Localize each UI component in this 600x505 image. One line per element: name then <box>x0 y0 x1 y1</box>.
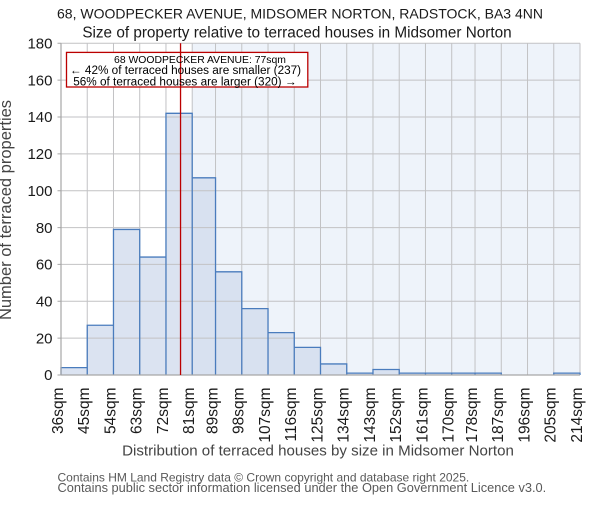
svg-text:72sqm: 72sqm <box>155 388 172 435</box>
svg-text:160: 160 <box>27 72 52 89</box>
svg-text:187sqm: 187sqm <box>490 388 507 443</box>
svg-text:143sqm: 143sqm <box>362 388 379 443</box>
svg-text:170sqm: 170sqm <box>441 388 458 443</box>
svg-text:134sqm: 134sqm <box>336 388 353 443</box>
svg-text:68, WOODPECKER AVENUE, MIDSOME: 68, WOODPECKER AVENUE, MIDSOMER NORTON, … <box>57 6 543 22</box>
svg-text:196sqm: 196sqm <box>516 388 533 443</box>
svg-text:40: 40 <box>36 293 53 310</box>
svg-text:180: 180 <box>27 36 52 53</box>
svg-text:60: 60 <box>36 257 53 274</box>
svg-text:116sqm: 116sqm <box>283 388 300 442</box>
svg-text:Number of terraced properties: Number of terraced properties <box>0 100 15 320</box>
svg-text:80: 80 <box>36 220 53 237</box>
svg-text:Size of property relative to t: Size of property relative to terraced ho… <box>82 25 511 42</box>
svg-text:140: 140 <box>27 109 52 126</box>
svg-text:178sqm: 178sqm <box>464 388 481 443</box>
svg-text:214sqm: 214sqm <box>569 388 586 443</box>
svg-text:45sqm: 45sqm <box>76 388 93 435</box>
svg-text:120: 120 <box>27 146 52 163</box>
svg-text:54sqm: 54sqm <box>102 388 119 435</box>
svg-text:← 42% of terraced houses are s: ← 42% of terraced houses are smaller (23… <box>70 64 301 77</box>
svg-text:81sqm: 81sqm <box>181 388 198 435</box>
svg-text:0: 0 <box>44 367 52 384</box>
svg-text:161sqm: 161sqm <box>414 388 431 443</box>
svg-text:63sqm: 63sqm <box>129 388 146 435</box>
svg-text:98sqm: 98sqm <box>231 388 248 435</box>
svg-text:125sqm: 125sqm <box>309 388 326 443</box>
svg-text:36sqm: 36sqm <box>50 388 67 435</box>
svg-text:68 WOODPECKER AVENUE: 77sqm: 68 WOODPECKER AVENUE: 77sqm <box>114 55 286 66</box>
svg-text:100: 100 <box>27 183 52 200</box>
svg-text:Distribution of terraced house: Distribution of terraced houses by size … <box>122 442 514 459</box>
svg-text:107sqm: 107sqm <box>257 388 274 443</box>
svg-text:56% of terraced houses are lar: 56% of terraced houses are larger (320) … <box>73 75 296 88</box>
svg-text:Contains HM Land Registry data: Contains HM Land Registry data © Crown c… <box>58 471 470 485</box>
svg-text:Contains public sector informa: Contains public sector information licen… <box>58 480 547 495</box>
svg-text:205sqm: 205sqm <box>543 388 560 443</box>
svg-text:20: 20 <box>36 330 53 347</box>
svg-text:89sqm: 89sqm <box>204 388 221 435</box>
svg-text:152sqm: 152sqm <box>388 388 405 443</box>
